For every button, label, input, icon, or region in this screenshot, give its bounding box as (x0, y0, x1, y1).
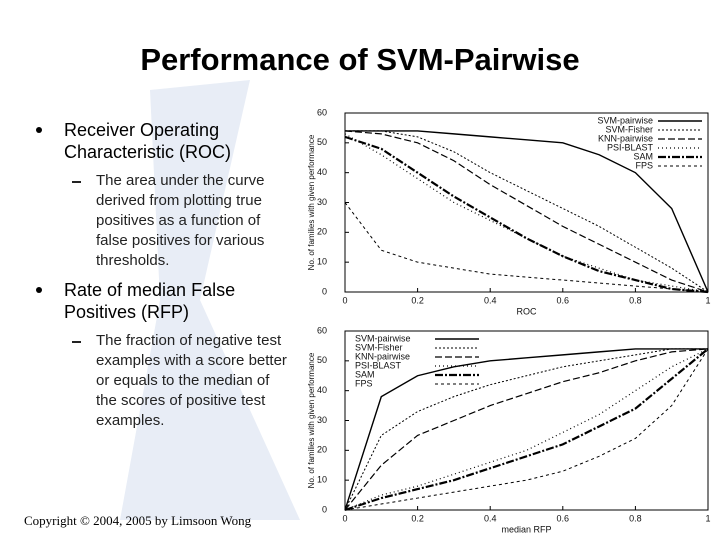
y-tick-label: 20 (317, 445, 327, 455)
sub-bullet: The fraction of negative test examples w… (72, 331, 290, 431)
sub-bullet-text: The area under the curve derived from pl… (96, 172, 265, 269)
y-tick-label: 20 (317, 227, 327, 237)
x-tick-label: 0.8 (629, 295, 642, 305)
legend-label: FPS (635, 160, 653, 170)
y-tick-label: 40 (317, 167, 327, 177)
legend-label: FPS (355, 378, 373, 388)
legend-label: SVM-Fisher (605, 124, 653, 134)
series-line (344, 202, 709, 293)
series-line (344, 348, 709, 511)
y-axis-label: No. of families with given performance (307, 134, 316, 270)
bullet-text: Receiver Operating Characteristic (ROC) (64, 120, 232, 162)
series-line (344, 348, 708, 511)
legend-label: SAM (633, 151, 653, 161)
legend-label: KNN-pairwise (355, 351, 410, 361)
y-tick-label: 50 (317, 137, 327, 147)
y-tick-label: 0 (322, 286, 327, 296)
x-tick-label: 0.6 (557, 513, 570, 523)
y-tick-label: 10 (317, 257, 327, 267)
x-tick-label: 0.8 (629, 513, 642, 523)
x-tick-label: 1 (705, 295, 710, 305)
legend-label: SVM-pairwise (355, 333, 411, 343)
series-line (344, 135, 709, 294)
y-tick-label: 60 (317, 107, 327, 117)
series-line (344, 133, 709, 293)
y-tick-label: 40 (317, 385, 327, 395)
x-tick-label: 0.4 (484, 295, 497, 305)
x-axis-label: ROC (517, 306, 538, 316)
x-tick-label: 0 (342, 513, 347, 523)
slide-title: Performance of SVM-Pairwise (140, 42, 580, 77)
x-tick-label: 0.4 (484, 513, 497, 523)
legend-label: KNN-pairwise (598, 133, 653, 143)
series-line (344, 348, 709, 512)
x-tick-label: 0.2 (411, 295, 424, 305)
y-tick-label: 60 (317, 325, 327, 335)
bullet: Rate of median False Positives (RFP) (36, 279, 286, 323)
sub-bullet: The area under the curve derived from pl… (72, 171, 290, 271)
x-tick-label: 0.6 (557, 295, 570, 305)
bullet-text: Rate of median False Positives (RFP) (64, 280, 236, 322)
y-tick-label: 0 (322, 504, 327, 514)
bullet: Receiver Operating Characteristic (ROC) (36, 119, 286, 163)
legend-label: SVM-Fisher (355, 342, 403, 352)
series-line (344, 130, 709, 293)
series-line (344, 348, 709, 511)
legend-label: PSI-BLAST (355, 360, 402, 370)
y-axis-label: No. of families with given performance (307, 352, 316, 488)
legend-label: PSI-BLAST (607, 142, 654, 152)
y-tick-label: 30 (317, 197, 327, 207)
x-tick-label: 0.2 (411, 513, 424, 523)
y-tick-label: 10 (317, 475, 327, 485)
sub-bullet-text: The fraction of negative test examples w… (96, 332, 287, 429)
legend-label: SVM-pairwise (597, 115, 653, 125)
series-line (345, 130, 709, 293)
x-tick-label: 0 (342, 295, 347, 305)
series-line (344, 348, 709, 511)
y-tick-label: 50 (317, 355, 327, 365)
x-tick-label: 1 (705, 513, 710, 523)
series-line (344, 348, 708, 511)
series-line (345, 130, 709, 293)
x-axis-label: median RFP (501, 524, 551, 534)
y-tick-label: 30 (317, 415, 327, 425)
footer: Copyright © 2004, 2005 by Limsoon Wong (24, 513, 252, 528)
legend-label: SAM (355, 369, 375, 379)
